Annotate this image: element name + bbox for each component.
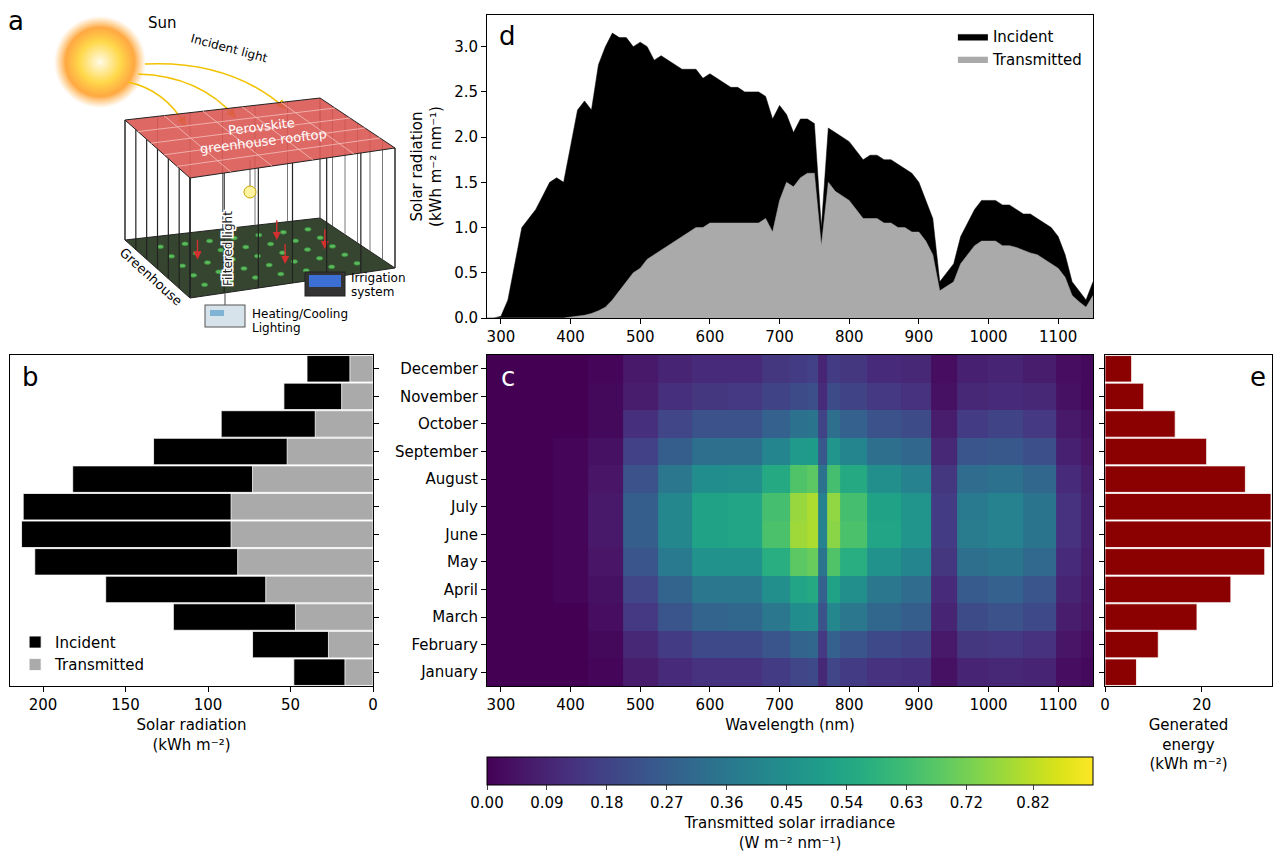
svg-text:July: July <box>450 498 478 516</box>
svg-text:May: May <box>447 553 478 571</box>
svg-text:Sun: Sun <box>148 14 177 32</box>
svg-text:Transmitted: Transmitted <box>992 51 1082 69</box>
svg-text:d: d <box>499 21 516 51</box>
svg-text:Incident: Incident <box>993 28 1054 46</box>
svg-text:0.54: 0.54 <box>830 794 863 812</box>
svg-text:Transmitted: Transmitted <box>54 656 144 674</box>
svg-text:Filtered light: Filtered light <box>221 211 235 286</box>
svg-text:1.0: 1.0 <box>454 219 478 237</box>
svg-text:October: October <box>418 415 479 433</box>
svg-text:600: 600 <box>696 696 725 714</box>
svg-text:0.36: 0.36 <box>710 794 743 812</box>
svg-text:Solar radiation(kWh m⁻² nm⁻¹): Solar radiation(kWh m⁻² nm⁻¹) <box>408 106 446 227</box>
svg-text:20: 20 <box>1192 696 1211 714</box>
svg-text:2.0: 2.0 <box>454 128 478 146</box>
svg-text:400: 400 <box>556 696 585 714</box>
svg-text:700: 700 <box>765 328 794 346</box>
svg-text:Greenhouse: Greenhouse <box>117 245 185 309</box>
svg-text:Perovskitegreenhouse rooftop: Perovskitegreenhouse rooftop <box>197 111 327 156</box>
svg-text:300: 300 <box>487 328 516 346</box>
svg-text:0.63: 0.63 <box>890 794 923 812</box>
svg-text:January: January <box>420 663 478 681</box>
svg-text:February: February <box>412 636 479 654</box>
svg-text:0.0: 0.0 <box>454 309 478 327</box>
svg-text:500: 500 <box>626 696 655 714</box>
svg-text:900: 900 <box>905 696 934 714</box>
svg-text:Wavelength (nm): Wavelength (nm) <box>725 716 855 734</box>
svg-text:800: 800 <box>835 696 864 714</box>
svg-text:300: 300 <box>487 696 516 714</box>
svg-text:Irrigationsystem: Irrigationsystem <box>351 271 406 299</box>
svg-text:Generatedenergy(kWh m⁻²): Generatedenergy(kWh m⁻²) <box>1149 716 1229 773</box>
svg-text:800: 800 <box>835 328 864 346</box>
svg-text:a: a <box>8 6 24 36</box>
svg-text:500: 500 <box>626 328 655 346</box>
svg-text:1000: 1000 <box>969 328 1007 346</box>
svg-text:400: 400 <box>556 328 585 346</box>
svg-text:900: 900 <box>905 328 934 346</box>
svg-text:September: September <box>395 443 479 461</box>
svg-text:3.0: 3.0 <box>454 38 478 56</box>
svg-text:50: 50 <box>281 696 300 714</box>
svg-text:Heating/CoolingLighting: Heating/CoolingLighting <box>252 307 348 335</box>
svg-text:600: 600 <box>696 328 725 346</box>
svg-text:700: 700 <box>765 696 794 714</box>
svg-text:1.5: 1.5 <box>454 174 478 192</box>
svg-text:0.45: 0.45 <box>770 794 803 812</box>
svg-text:0.09: 0.09 <box>530 794 563 812</box>
svg-text:0: 0 <box>1100 696 1110 714</box>
svg-text:e: e <box>1250 362 1266 392</box>
svg-text:December: December <box>400 360 479 378</box>
svg-text:0.82: 0.82 <box>1016 794 1049 812</box>
svg-text:200: 200 <box>29 696 58 714</box>
svg-text:0.18: 0.18 <box>590 794 623 812</box>
svg-text:0.72: 0.72 <box>950 794 983 812</box>
svg-text:November: November <box>400 388 479 406</box>
svg-text:c: c <box>501 362 515 392</box>
svg-text:0.5: 0.5 <box>454 264 478 282</box>
svg-text:1100: 1100 <box>1039 696 1077 714</box>
svg-text:June: June <box>444 526 478 544</box>
svg-text:0.00: 0.00 <box>470 794 503 812</box>
svg-text:b: b <box>22 362 39 392</box>
svg-text:Incident light: Incident light <box>189 31 269 65</box>
svg-text:0.27: 0.27 <box>650 794 683 812</box>
svg-text:April: April <box>444 581 478 599</box>
svg-text:100: 100 <box>194 696 223 714</box>
svg-text:0: 0 <box>368 696 378 714</box>
svg-text:150: 150 <box>111 696 140 714</box>
svg-text:Solar radiation(kWh m⁻²): Solar radiation(kWh m⁻²) <box>137 716 247 754</box>
svg-text:1100: 1100 <box>1039 328 1077 346</box>
svg-text:2.5: 2.5 <box>454 83 478 101</box>
svg-text:Transmitted solar irradiance(W: Transmitted solar irradiance(W m⁻² nm⁻¹) <box>684 814 895 852</box>
svg-text:1000: 1000 <box>969 696 1007 714</box>
svg-text:March: March <box>432 608 478 626</box>
svg-text:Incident: Incident <box>55 634 116 652</box>
svg-text:August: August <box>426 470 479 488</box>
